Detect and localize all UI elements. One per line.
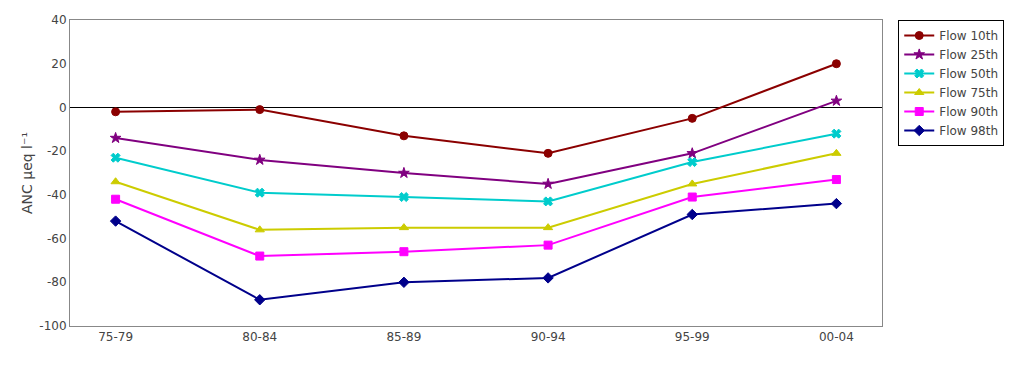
svg-text:Flow 25th: Flow 25th — [939, 48, 998, 62]
svg-text:-20: -20 — [47, 144, 67, 158]
svg-text:Flow 90th: Flow 90th — [939, 105, 998, 119]
svg-text:Flow 50th: Flow 50th — [939, 67, 998, 81]
svg-text:ANC μeq l⁻¹: ANC μeq l⁻¹ — [19, 132, 35, 214]
svg-text:Flow 75th: Flow 75th — [939, 86, 998, 100]
svg-text:75-79: 75-79 — [98, 330, 133, 344]
svg-text:20: 20 — [51, 57, 66, 71]
svg-text:-80: -80 — [47, 275, 67, 289]
svg-text:Flow 98th: Flow 98th — [939, 124, 998, 138]
svg-text:95-99: 95-99 — [675, 330, 710, 344]
svg-text:Flow 10th: Flow 10th — [939, 29, 998, 43]
svg-text:-40: -40 — [47, 188, 67, 202]
svg-text:-100: -100 — [39, 319, 66, 333]
svg-text:90-94: 90-94 — [531, 330, 566, 344]
svg-text:00-04: 00-04 — [819, 330, 854, 344]
svg-text:-60: -60 — [47, 232, 67, 246]
svg-text:0: 0 — [59, 101, 67, 115]
svg-text:40: 40 — [51, 13, 66, 27]
svg-text:80-84: 80-84 — [242, 330, 277, 344]
svg-text:85-89: 85-89 — [386, 330, 421, 344]
